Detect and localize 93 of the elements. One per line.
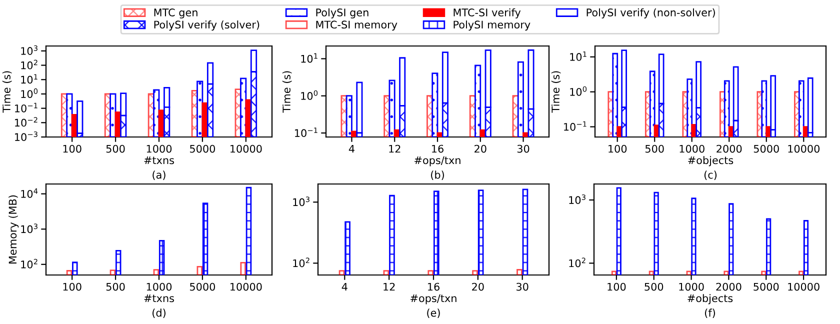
bar	[153, 89, 160, 137]
x-tick-label: 100	[63, 144, 82, 153]
x-tick-label: 2000	[716, 282, 742, 291]
y-axis-title: Memory (MB)	[8, 195, 19, 264]
y-tick-label: 10$^{3}$	[569, 194, 586, 204]
x-tick-label: 500	[645, 144, 664, 153]
x-tick-label: 100	[63, 282, 82, 291]
legend-label: PolySI gen	[316, 8, 368, 18]
x-axis-title: #txns	[144, 156, 174, 164]
y-tick-label: 10$^{3}$	[21, 224, 38, 234]
y-tick-label: 10$^{1}$	[301, 53, 318, 63]
y-axis-title: Time (s)	[2, 71, 12, 113]
bar	[807, 77, 814, 134]
bar	[686, 78, 693, 137]
text: (f)	[705, 308, 715, 318]
y-tick-label: 10$^{0}$	[301, 90, 318, 100]
y-tick-label: 10$^{0}$	[570, 86, 587, 96]
y-tick-label: 10$^{1}$	[21, 74, 38, 84]
y-tick-label: 10$^{−2}$	[15, 117, 38, 127]
legend-label: PolySI memory	[454, 20, 530, 31]
bar	[474, 64, 482, 137]
y-tick-label: 10$^{4}$	[21, 188, 38, 198]
x-tick-label: 30	[516, 282, 528, 291]
y-tick-label: 10$^{1}$	[570, 51, 586, 61]
bar	[388, 80, 396, 137]
x-tick-label: 1000	[680, 144, 704, 153]
x-axis-title: #ops/txn	[410, 294, 456, 304]
x-tick-label: 1000	[146, 282, 172, 291]
y-tick-label: 10$^{2}$	[21, 60, 38, 70]
x-axis-title: #txns	[144, 294, 174, 302]
bar	[649, 70, 656, 137]
x-tick-label: 16	[432, 144, 444, 153]
y-tick-label: 10$^{2}$	[569, 258, 586, 268]
x-tick-label: 10000	[230, 282, 262, 291]
text: (c)	[704, 170, 717, 180]
bar	[798, 80, 804, 137]
x-tick-label: 10000	[230, 144, 262, 153]
bar	[761, 80, 768, 137]
y-axis-title: Time (s)	[551, 71, 561, 113]
y-tick-label: 10$^{2}$	[293, 258, 310, 268]
bar	[76, 100, 84, 134]
x-tick-label: 1000	[679, 282, 704, 291]
bar	[432, 72, 438, 137]
y-axis-title: Time (s)	[282, 71, 292, 113]
x-tick-label: 12	[389, 144, 400, 153]
text: (e)	[427, 308, 440, 318]
y-tick-label: 10$^{2}$	[21, 258, 38, 268]
x-tick-label: 20	[474, 144, 486, 153]
y-tick-label: 10$^{−1}$	[295, 128, 318, 138]
y-tick-label: 10$^{0}$	[21, 88, 38, 98]
bar	[612, 52, 618, 137]
legend-label: MTC gen	[154, 8, 198, 18]
y-tick-label: 10$^{3}$	[21, 45, 38, 55]
x-tick-label: 5000	[754, 282, 779, 291]
x-tick-label: 500	[106, 282, 125, 291]
x-tick-label: 500	[106, 144, 125, 153]
text: (b)	[431, 170, 444, 180]
x-tick-label: 5000	[754, 144, 779, 153]
x-tick-label: 1000	[146, 144, 172, 153]
x-tick-label: 2000	[716, 144, 742, 153]
x-axis-title: #objects	[688, 156, 734, 166]
x-tick-label: 20	[472, 282, 484, 291]
bar	[66, 93, 73, 137]
x-tick-label: 500	[644, 282, 664, 291]
x-tick-label: 100	[608, 144, 627, 153]
x-tick-label: 5000	[190, 144, 216, 153]
x-tick-label: 4	[342, 282, 348, 291]
x-tick-label: 5000	[190, 282, 216, 291]
x-tick-label: 10000	[788, 144, 820, 153]
text: (d)	[152, 308, 166, 318]
legend-label: MTC-SI verify	[454, 8, 521, 18]
text: MTC-SI memory	[316, 20, 398, 31]
bar	[110, 93, 116, 137]
legend-label: PolySI verify (non-solver)	[586, 8, 715, 18]
x-tick-label: 16	[428, 282, 440, 291]
y-tick-label: 10$^{3}$	[293, 196, 310, 206]
bar	[517, 61, 524, 137]
x-tick-label: 4	[348, 144, 354, 153]
bar	[356, 82, 363, 134]
x-tick-label: 100	[608, 282, 626, 291]
x-axis-title: #objects	[688, 294, 733, 304]
x-tick-label: 10000	[788, 282, 820, 291]
legend-label: PolySI verify (solver)	[154, 20, 260, 31]
x-tick-label: 30	[517, 144, 530, 153]
y-tick-label: 10$^{−3}$	[15, 131, 38, 142]
x-tick-label: 12	[384, 282, 395, 291]
y-tick-label: 10$^{−1}$	[15, 102, 38, 112]
y-tick-label: 10$^{−1}$	[564, 121, 586, 131]
bar	[346, 95, 352, 137]
x-axis-title: #ops/txn	[414, 156, 460, 166]
bar	[724, 80, 730, 137]
text: (a)	[152, 170, 166, 180]
bar	[196, 80, 204, 137]
